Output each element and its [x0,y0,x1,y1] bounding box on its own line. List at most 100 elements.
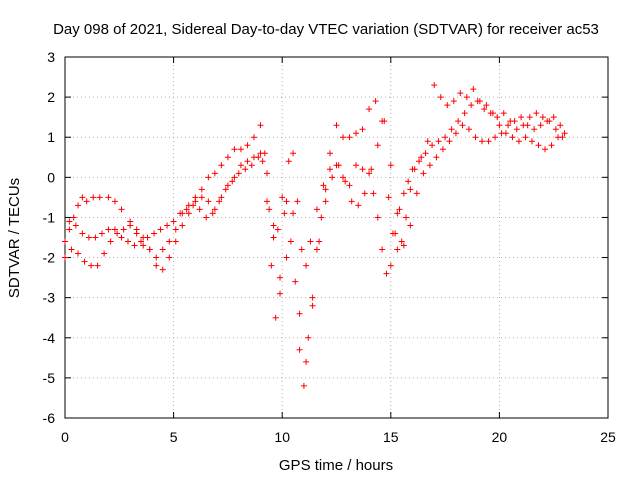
data-point [303,358,310,365]
y-tick-label: 1 [47,129,55,145]
y-tick-label: -2 [43,250,56,266]
data-point [366,170,373,177]
data-point [66,218,73,225]
data-point [313,246,320,253]
data-point [218,162,225,169]
data-point [124,238,131,245]
data-point [290,210,297,217]
data-point [105,194,112,201]
data-point [257,122,264,129]
data-point [281,210,288,217]
data-point [185,210,192,217]
data-point [394,210,401,217]
data-point [329,174,336,181]
x-tick-label: 10 [274,429,290,445]
data-point [322,198,329,205]
data-point [237,146,244,153]
data-point [101,250,108,257]
data-point [383,270,390,277]
data-point [140,234,147,241]
data-point [429,142,436,149]
data-point [537,122,544,129]
data-point [424,138,431,145]
data-point [461,110,468,117]
data-point [353,162,360,169]
y-tick-label: -5 [43,370,56,386]
data-point [489,110,496,117]
y-tick-label: -3 [43,290,56,306]
data-point [105,226,112,233]
data-point [555,134,562,141]
data-point [170,218,177,225]
data-point [250,134,257,141]
data-point [120,226,127,233]
data-point [296,310,303,317]
data-point [448,126,455,133]
data-point [381,118,388,125]
data-point [370,190,377,197]
data-point [179,222,186,229]
data-point [140,242,147,249]
data-point [342,178,349,185]
data-point [242,166,249,173]
data-point [111,198,118,205]
data-point [231,146,238,153]
data-point [470,86,477,93]
data-point [476,98,483,105]
data-point [398,238,405,245]
data-point [561,130,568,137]
data-point [224,154,231,161]
data-point [431,82,438,89]
data-point [511,118,518,125]
data-point [411,166,418,173]
data-point [300,382,307,389]
data-point [272,314,279,321]
data-point [266,206,273,213]
data-point [353,130,360,137]
data-point [287,238,294,245]
data-point [222,186,229,193]
data-point [151,230,158,237]
data-point [372,98,379,105]
data-point [455,118,462,125]
data-point [192,198,199,205]
data-point [359,126,366,133]
data-point [159,246,166,253]
data-point [387,162,394,169]
data-point [290,150,297,157]
data-point [159,266,166,273]
data-point [274,226,281,233]
data-point [361,190,368,197]
y-tick-label: -4 [43,330,56,346]
data-point [539,114,546,121]
data-point [542,146,549,153]
data-point [389,230,396,237]
data-point [320,182,327,189]
data-point [435,138,442,145]
data-point [379,246,386,253]
data-point [418,154,425,161]
data-point [531,126,538,133]
data-point [322,186,329,193]
data-point [88,262,95,269]
data-point [96,194,103,201]
data-point [522,134,529,141]
data-point [387,262,394,269]
data-point [131,242,138,249]
data-point [505,122,512,129]
data-point [62,238,68,245]
grid [65,57,608,418]
data-point [326,150,333,157]
data-point [335,162,342,169]
data-point [548,142,555,149]
data-point [307,238,314,245]
data-point [211,206,218,213]
data-point [313,206,320,213]
data-point [72,222,79,229]
data-point [292,278,299,285]
data-point [283,198,290,205]
data-point [146,246,153,253]
data-point [75,202,82,209]
data-point [190,202,197,209]
